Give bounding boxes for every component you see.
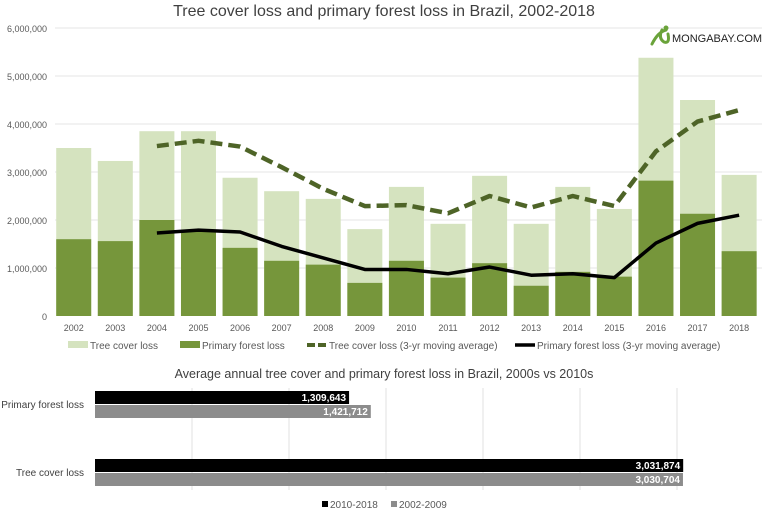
bar-primary-forest <box>347 282 383 316</box>
legend-swatch <box>322 501 328 507</box>
bar-primary-forest <box>638 180 674 316</box>
bar-2002-2009 <box>95 473 683 486</box>
bar-primary-forest <box>305 264 341 316</box>
data-label: 3,031,874 <box>636 461 681 472</box>
y-tick-label: 4,000,000 <box>7 120 47 130</box>
y-tick-label: 0 <box>42 312 47 322</box>
x-tick-label: 2011 <box>438 323 457 333</box>
logo-text: MONGABAY.COM <box>672 33 762 45</box>
bar-primary-forest <box>139 220 175 316</box>
data-label: 1,421,712 <box>323 407 368 418</box>
bar-2010-2018 <box>95 459 684 472</box>
x-tick-label: 2014 <box>563 323 583 333</box>
legend-label: 2002-2009 <box>399 500 447 511</box>
bar-primary-forest <box>430 277 466 316</box>
bar-primary-forest <box>97 241 133 316</box>
bar-2010-2018 <box>95 391 350 404</box>
data-label: 1,309,643 <box>302 393 347 404</box>
legend-swatch <box>180 341 200 348</box>
main-chart-title: Tree cover loss and primary forest loss … <box>173 3 595 20</box>
bar-primary-forest <box>56 239 92 316</box>
y-tick-label: 3,000,000 <box>7 168 47 178</box>
line-tree-cover-moving-average <box>156 107 740 216</box>
data-label: 3,030,704 <box>635 475 680 486</box>
x-tick-label: 2013 <box>521 323 541 333</box>
x-tick-label: 2005 <box>188 323 208 333</box>
logo[interactable]: MONGABAY.COM <box>650 25 762 46</box>
x-tick-label: 2010 <box>396 323 416 333</box>
bar-primary-forest <box>721 251 757 316</box>
legend-label: 2010-2018 <box>330 500 378 511</box>
x-tick-label: 2017 <box>688 323 708 333</box>
y-tick-label: 6,000,000 <box>7 24 47 34</box>
x-tick-label: 2016 <box>646 323 666 333</box>
legend-label: Primary forest loss <box>202 341 285 352</box>
x-tick-label: 2008 <box>313 323 333 333</box>
category-label: Tree cover loss <box>16 468 84 479</box>
x-tick-label: 2002 <box>64 323 84 333</box>
legend-swatch <box>391 501 397 507</box>
legend-label: Primary forest loss (3-yr moving average… <box>537 341 720 352</box>
bar-primary-forest <box>472 263 508 316</box>
legend-swatch <box>68 341 88 348</box>
x-tick-label: 2003 <box>105 323 125 333</box>
x-tick-label: 2004 <box>147 323 167 333</box>
x-tick-label: 2018 <box>729 323 749 333</box>
comparison-chart: Primary forest loss 1,309,643 1,421,712 Tre… <box>1 388 684 511</box>
gecko-icon <box>650 25 670 46</box>
bar-primary-forest <box>180 232 216 316</box>
bar-2002-2009 <box>95 405 371 418</box>
bar-primary-forest <box>513 285 549 316</box>
x-tick-label: 2006 <box>230 323 250 333</box>
line-primary-forest-moving-average <box>156 213 740 280</box>
y-tick-label: 2,000,000 <box>7 216 47 226</box>
x-tick-label: 2012 <box>480 323 500 333</box>
bar-primary-forest <box>555 271 591 316</box>
y-tick-label: 5,000,000 <box>7 72 47 82</box>
x-tick-label: 2015 <box>604 323 624 333</box>
y-tick-label: 1,000,000 <box>7 264 47 274</box>
legend-label: Tree cover loss (3-yr moving average) <box>329 341 498 352</box>
category-label: Primary forest loss <box>1 400 84 411</box>
x-tick-label: 2009 <box>355 323 375 333</box>
comparison-chart-title: Average annual tree cover and primary fo… <box>175 367 594 381</box>
bar-primary-forest <box>264 260 300 316</box>
bar-primary-forest <box>222 247 258 316</box>
bar-primary-forest <box>596 276 632 316</box>
x-tick-label: 2007 <box>272 323 292 333</box>
main-chart: 0 1,000,000 2,000,000 3,000,000 4,000,000 5,0… <box>7 24 762 352</box>
legend-label: Tree cover loss <box>90 341 158 352</box>
